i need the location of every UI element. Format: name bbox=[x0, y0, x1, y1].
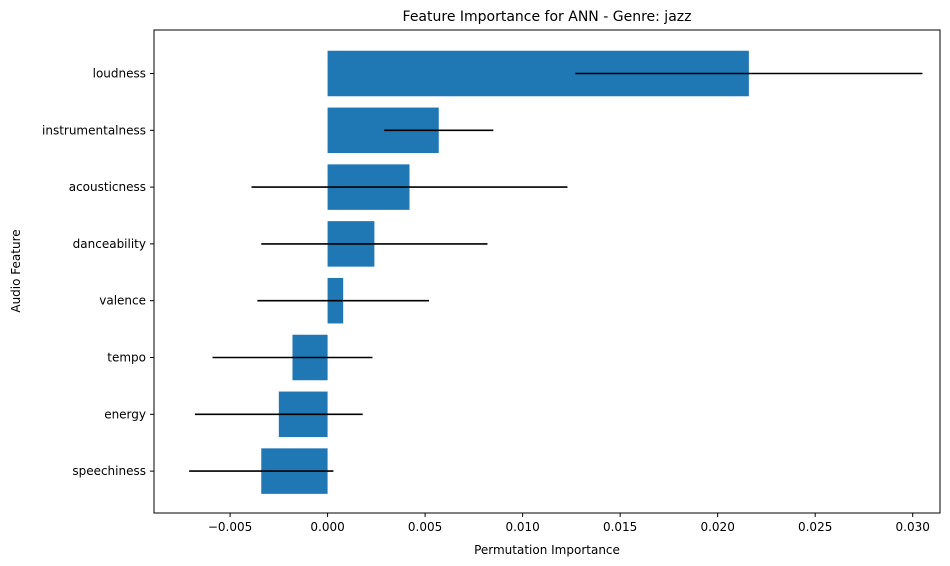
x-axis: −0.005 0.000 0.005 0.010 0.015 0.020 0.025 0.03… bbox=[208, 513, 930, 534]
y-tick-label: acousticness bbox=[69, 180, 146, 194]
x-tick-label: −0.005 bbox=[208, 520, 252, 534]
plot-frame bbox=[153, 29, 941, 514]
y-tick-label: danceability bbox=[73, 237, 146, 251]
y-tick-label: tempo bbox=[107, 351, 146, 365]
y-tick-label: energy bbox=[104, 407, 146, 421]
x-axis-title: Permutation Importance bbox=[474, 543, 620, 557]
y-tick-label: valence bbox=[99, 294, 146, 308]
x-tick-label: 0.025 bbox=[798, 520, 832, 534]
y-axis: loudness instrumentalness acousticness danc… bbox=[42, 67, 154, 478]
x-tick-label: 0.020 bbox=[700, 520, 734, 534]
x-tick-label: 0.015 bbox=[603, 520, 637, 534]
error-bars-layer bbox=[189, 72, 923, 472]
x-tick-label: 0.000 bbox=[310, 520, 344, 534]
y-tick-label: instrumentalness bbox=[42, 123, 146, 137]
y-tick-label: speechiness bbox=[72, 464, 146, 478]
x-tick-label: 0.005 bbox=[408, 520, 442, 534]
y-tick-label: loudness bbox=[93, 67, 146, 81]
x-tick-label: 0.030 bbox=[896, 520, 930, 534]
x-tick-label: 0.010 bbox=[505, 520, 539, 534]
chart-title: Feature Importance for ANN - Genre: jazz bbox=[403, 9, 692, 25]
bars-layer bbox=[261, 50, 749, 494]
y-axis-title: Audio Feature bbox=[9, 229, 23, 312]
